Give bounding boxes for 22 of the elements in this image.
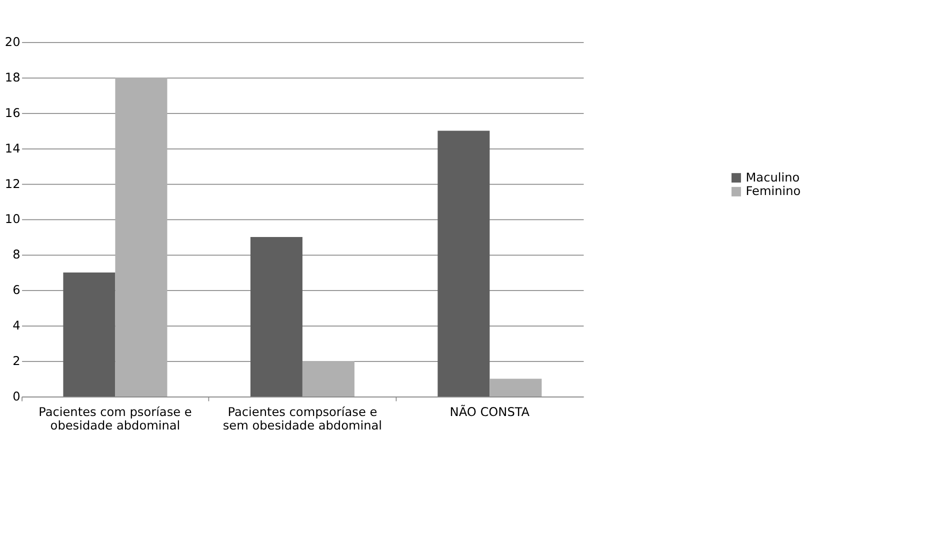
y-tick-label: 12: [4, 176, 20, 191]
y-tick-label: 0: [12, 389, 20, 404]
y-tick-label: 8: [12, 248, 20, 262]
bar: [438, 130, 490, 396]
bar: [250, 237, 302, 396]
bar: [302, 361, 354, 396]
y-tick-label: 16: [4, 106, 20, 120]
x-tick-label: Pacientes compsoríase e sem obesidade abdominal: [222, 404, 382, 433]
x-tick-label: NÃO CONSTA: [450, 404, 530, 419]
y-tick-label: 14: [4, 141, 20, 156]
bar: [63, 272, 116, 396]
y-tick-label: 6: [12, 283, 20, 298]
legend-label: Feminino: [746, 184, 801, 198]
y-tick-label: 2: [12, 354, 20, 368]
y-tick-label: 20: [4, 35, 20, 50]
bar: [490, 378, 542, 396]
legend-label: Maculino: [746, 170, 800, 184]
x-tick-label: Pacientes com psoríase e obesidade abdominal: [38, 404, 192, 433]
bar: [115, 78, 168, 396]
y-tick-label: 10: [4, 212, 20, 226]
y-tick-label: 4: [12, 318, 20, 332]
y-tick-label: 18: [4, 70, 20, 84]
